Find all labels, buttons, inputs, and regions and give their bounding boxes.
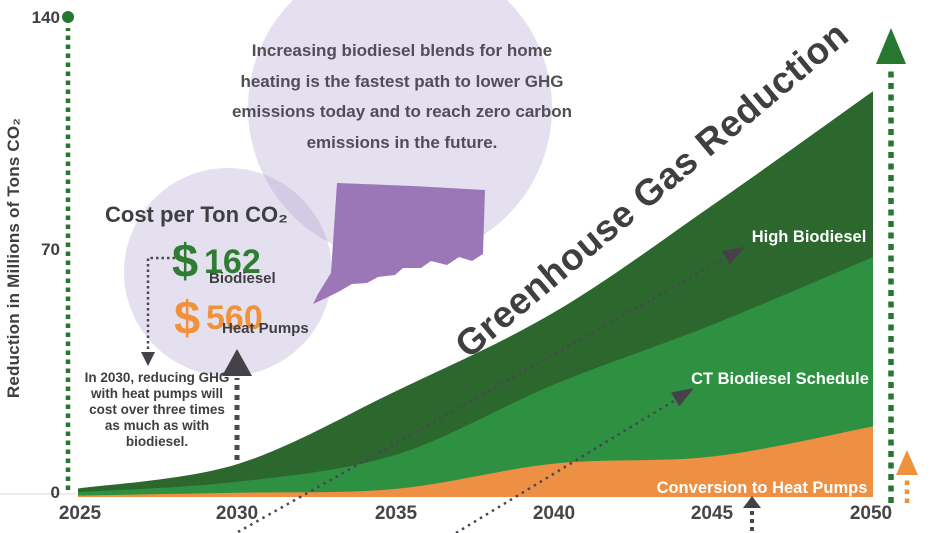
x-tick-2050: 2050 [849, 503, 893, 524]
heat-pumps-pointer-head-icon [743, 496, 761, 508]
ct-biodiesel-schedule-band-label: CT Biodiesel Schedule [691, 370, 869, 388]
cost-note-2030: In 2030, reducing GHG with heat pumps wi… [84, 370, 230, 449]
x-tick-2030: 2030 [215, 503, 259, 524]
x-tick-2045: 2045 [690, 503, 734, 524]
biodiesel-cost-label: Biodiesel [209, 270, 276, 287]
dollar-sign-icon: $ [174, 291, 201, 344]
area-conversion-to-heat-pumps [78, 426, 873, 497]
connecticut-map-icon [313, 183, 485, 304]
cost-panel-heading: Cost per Ton CO₂ [105, 202, 288, 227]
callout-text: Increasing biodiesel blends for home hea… [231, 41, 573, 152]
cost-note-leader-line [146, 256, 175, 352]
green-trend-arrow-head-icon [876, 28, 906, 64]
orange-trend-arrow-head-icon [896, 450, 918, 475]
dollar-sign-icon: $ [172, 234, 199, 287]
y-tick-70: 70 [41, 240, 60, 259]
x-tick-2025: 2025 [58, 503, 102, 524]
x-tick-2040: 2040 [532, 503, 576, 524]
cost-note-arrow-head-icon [141, 352, 155, 366]
heat-pump-cost-label: Heat Pumps [222, 320, 309, 337]
high-biodiesel-arrow-head-icon [721, 247, 745, 265]
biodiesel-cost-value: 162 [204, 243, 261, 281]
ct-schedule-arrow-head-icon [671, 388, 694, 407]
arrow-2030-head-icon [222, 349, 252, 376]
cost-panel-circle [124, 168, 332, 376]
ct-schedule-arrow-line [455, 397, 678, 533]
high-biodiesel-arrow-line [237, 255, 728, 533]
heat-pump-cost-value: 560 [206, 299, 263, 337]
heat-pumps-band-label: Conversion to Heat Pumps [656, 479, 868, 497]
area-ct-biodiesel-schedule [78, 257, 873, 497]
y-tick-0: 0 [50, 483, 60, 502]
high-biodiesel-band-label: High Biodiesel [751, 228, 867, 246]
y-axis-top-dot [62, 11, 74, 23]
y-tick-140: 140 [31, 8, 60, 27]
x-tick-2035: 2035 [374, 503, 418, 524]
